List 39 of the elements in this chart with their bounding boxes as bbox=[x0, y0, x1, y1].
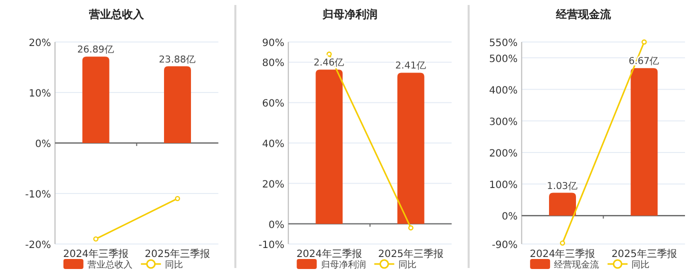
y-tick-label: 0% bbox=[502, 212, 518, 223]
x-tick-label: 2024年三季报 bbox=[530, 248, 596, 260]
y-tick-label: 20% bbox=[262, 179, 284, 190]
y-tick-label: 200% bbox=[489, 148, 518, 160]
y-tick-label: 60% bbox=[262, 98, 284, 110]
chart-title: 经营现金流 bbox=[554, 8, 612, 21]
legend-label: 同比 bbox=[398, 260, 416, 270]
y-tick-label: 100% bbox=[489, 180, 518, 192]
y-tick-label: 0% bbox=[268, 220, 284, 231]
y-tick-label: 400% bbox=[489, 85, 518, 96]
y-tick-label: 20% bbox=[28, 38, 51, 49]
legend-label: 同比 bbox=[632, 260, 650, 270]
legend-label: 营业总收入 bbox=[87, 260, 132, 270]
y-tick-label: 90% bbox=[262, 38, 284, 49]
data-label: 1.03亿 bbox=[546, 180, 578, 192]
y-tick-label: -10% bbox=[258, 240, 284, 251]
x-tick-label: 2025年三季报 bbox=[611, 248, 677, 260]
data-label: 23.88亿 bbox=[158, 54, 196, 66]
y-tick-label: -20% bbox=[25, 240, 51, 251]
legend-label: 经营现金流 bbox=[554, 260, 600, 270]
y-tick-label: -90% bbox=[492, 240, 518, 251]
legend-label: 同比 bbox=[164, 260, 183, 270]
data-label: 2.41亿 bbox=[395, 60, 426, 72]
y-tick-label: 550% bbox=[489, 38, 518, 49]
x-tick-label: 2025年三季报 bbox=[378, 248, 444, 260]
y-tick-label: -10% bbox=[25, 190, 51, 200]
y-tick-label: 10% bbox=[28, 88, 51, 100]
x-tick-label: 2024年三季报 bbox=[296, 248, 362, 260]
y-tick-label: 80% bbox=[262, 58, 284, 70]
x-tick-label: 2024年三季报 bbox=[63, 248, 129, 260]
y-tick-label: 40% bbox=[262, 139, 284, 150]
chart-title: 营业总收入 bbox=[88, 8, 146, 21]
y-tick-label: 300% bbox=[489, 116, 518, 128]
data-label: 26.89亿 bbox=[77, 44, 114, 56]
y-tick-label: 0% bbox=[35, 139, 51, 150]
x-tick-label: 2025年三季报 bbox=[144, 248, 210, 260]
chart-title: 归母净利润 bbox=[322, 8, 378, 21]
legend-label: 归母净利润 bbox=[320, 260, 366, 270]
y-tick-label: 500% bbox=[489, 54, 518, 65]
